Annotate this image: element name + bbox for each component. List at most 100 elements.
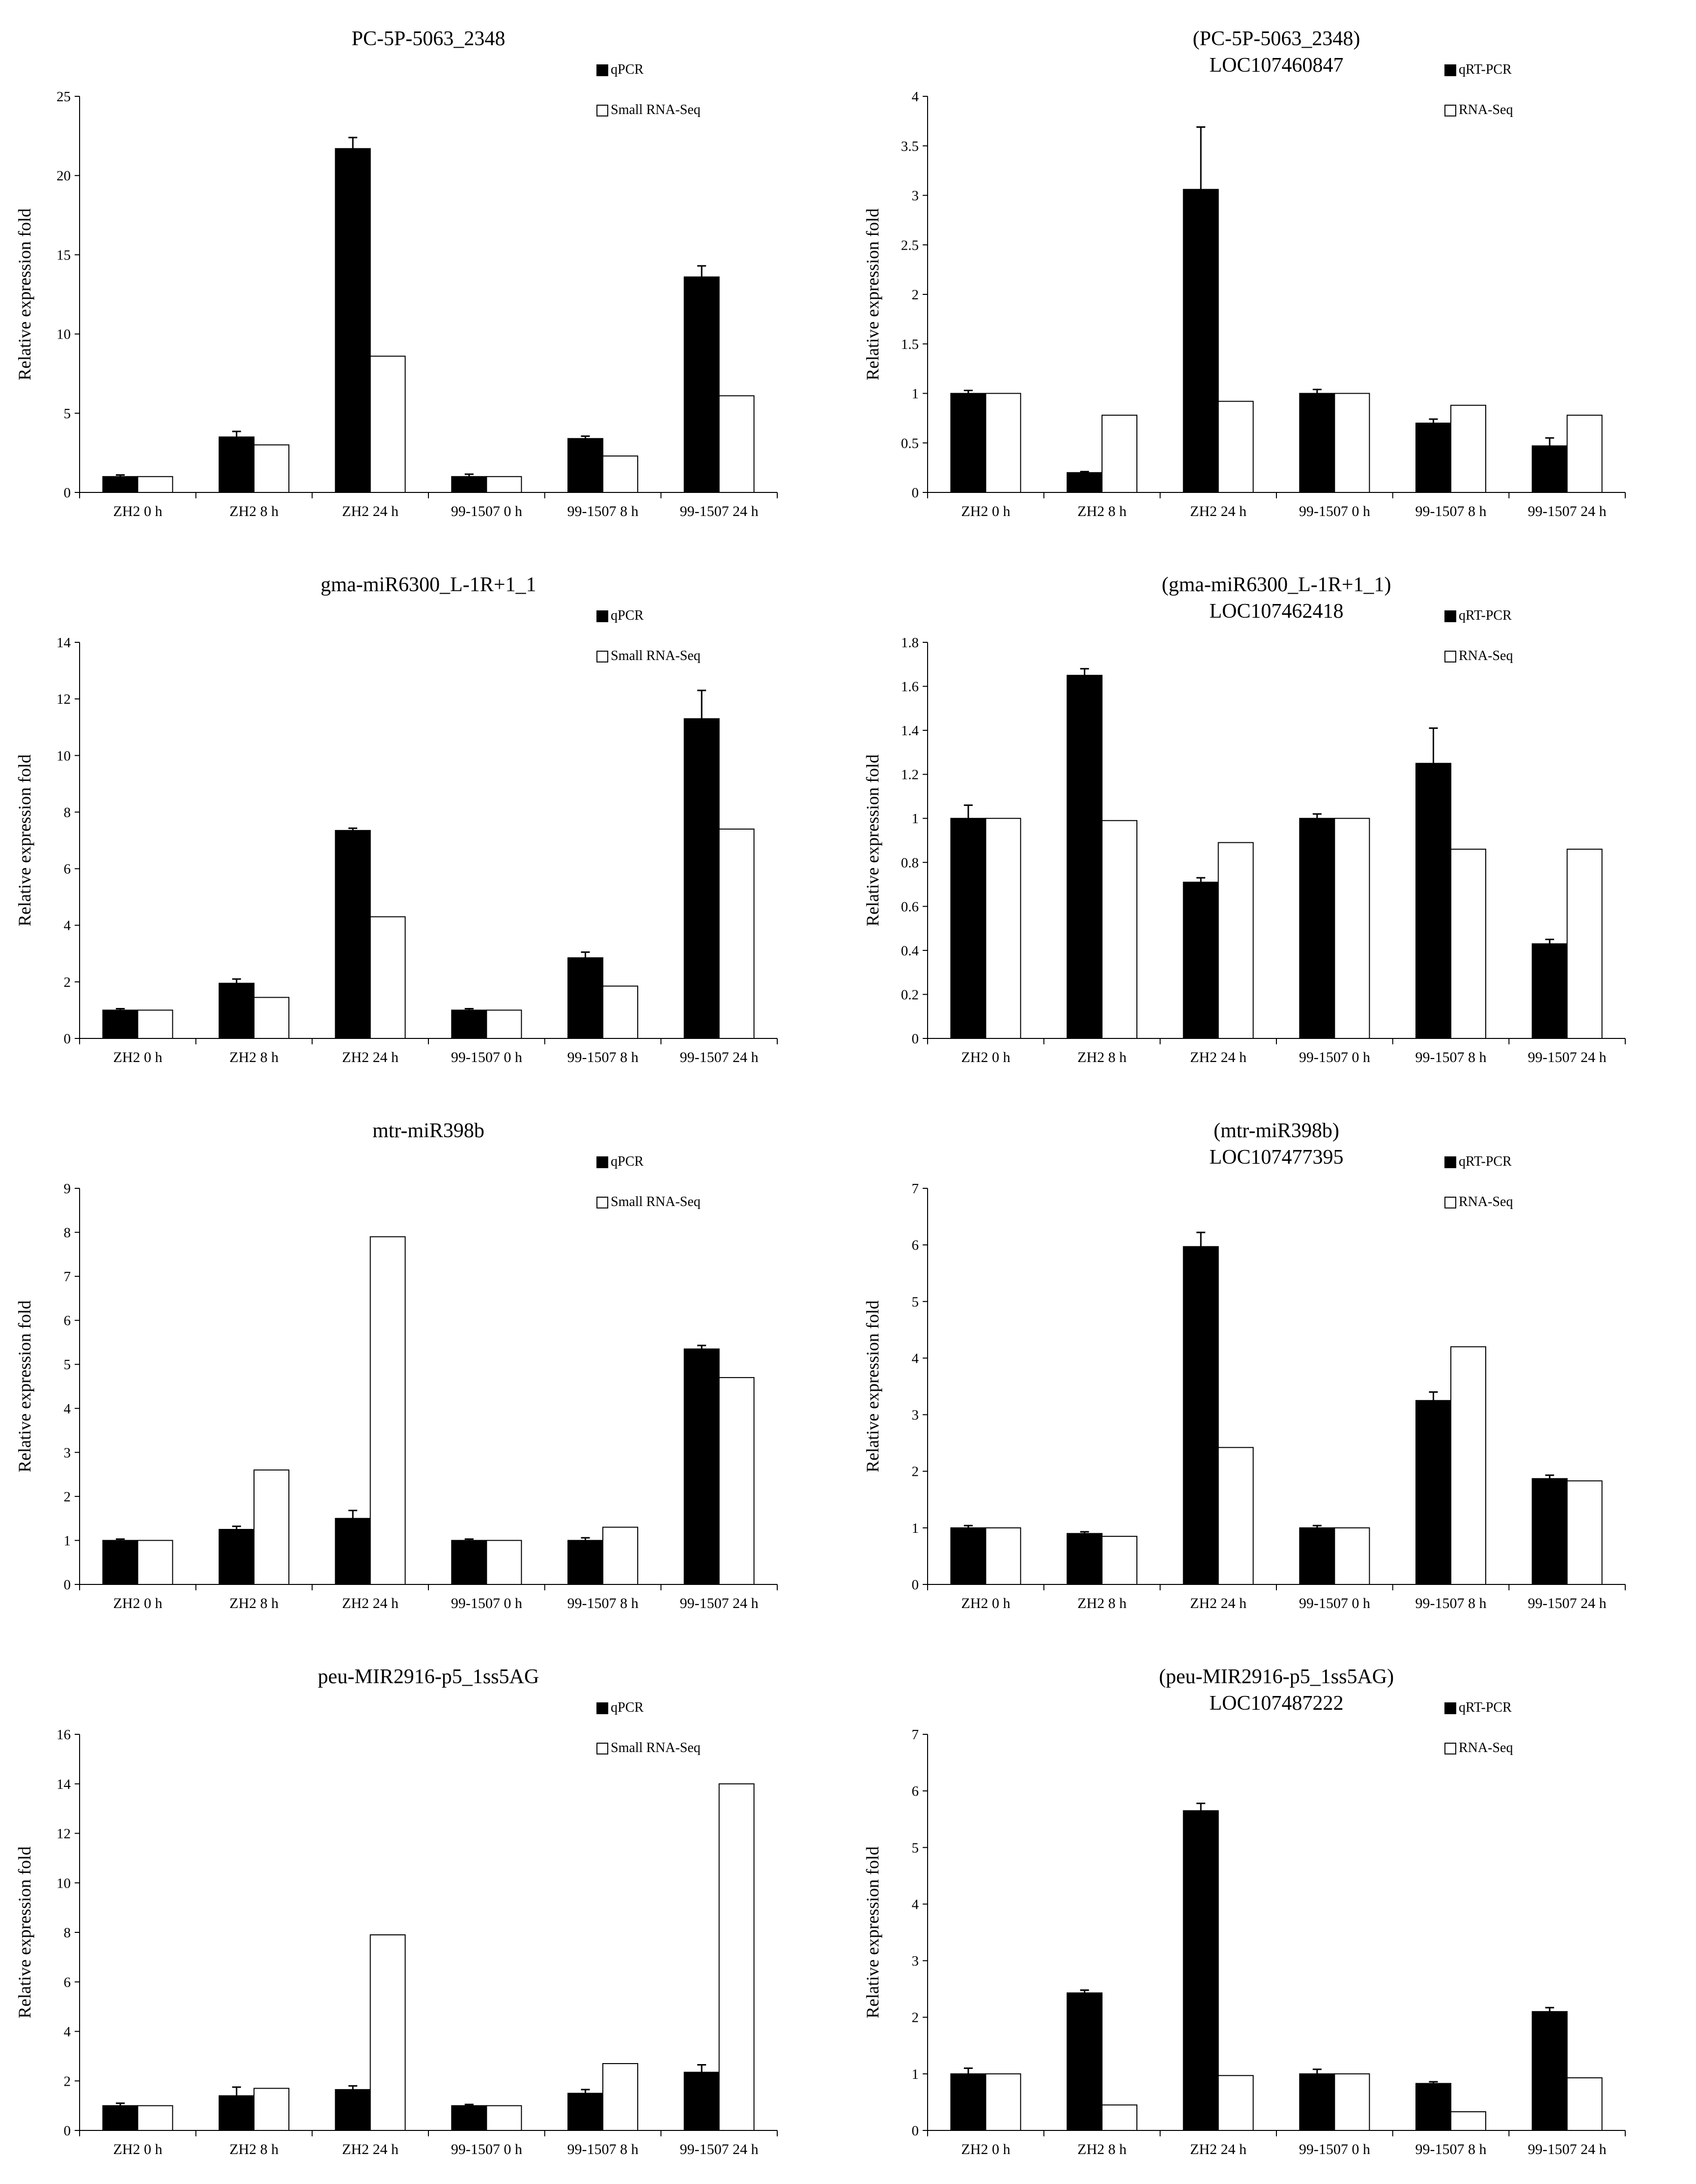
chart-3-legend-swatch-2: [596, 651, 608, 662]
chart-1-bar-series1-4: [451, 476, 487, 493]
chart-8-y-tick-label-3: 3: [912, 1954, 919, 1969]
chart-8-bar-series2-3: [1217, 2075, 1254, 2131]
chart-1-bar-series2-5: [602, 455, 638, 493]
chart-8-bar-series2-5: [1450, 2111, 1486, 2131]
chart-4-y-tick-label-6: 1.2: [901, 767, 919, 783]
chart-4-bar-series1-4: [1299, 818, 1335, 1039]
chart-5-y-tick-label-0: 0: [64, 1577, 71, 1593]
chart-6-y-tick-label-3: 3: [912, 1408, 919, 1423]
chart-7-bar-series1-4: [451, 2105, 487, 2131]
chart-4-bar-series2-1: [985, 818, 1021, 1039]
chart-8-legend-swatch-2: [1444, 1743, 1456, 1754]
chart-4-bar-series2-5: [1450, 848, 1486, 1039]
chart-2-y-tick-label-1: 0.5: [901, 435, 919, 451]
chart-1-x-tick-label-1: ZH2 0 h: [113, 503, 162, 519]
chart-2-title-line-2: LOC107460847: [1210, 54, 1344, 77]
chart-8-y-tick-label-5: 5: [912, 1840, 919, 1856]
chart-3: gma-miR6300_L-1R+1_1 qPCR Small RNA-Seq 0 2 4…: [15, 574, 778, 1065]
chart-4-y-tick-label-8: 1.6: [901, 679, 919, 695]
chart-4-bar-series2-6: [1566, 848, 1603, 1039]
chart-2-bar-series2-6: [1566, 414, 1603, 493]
chart-7-bar-series1-1: [102, 2105, 139, 2131]
chart-7-bar-series1-5: [567, 2093, 603, 2131]
chart-1-y-tick-label-0: 0: [64, 485, 71, 501]
chart-6-x-tick-label-4: 99-1507 0 h: [1299, 1595, 1370, 1611]
chart-8-y-tick-label-2: 2: [912, 2010, 919, 2026]
chart-6-bar-series2-1: [985, 1527, 1021, 1585]
chart-5-x-tick-label-3: ZH2 24 h: [342, 1595, 398, 1611]
chart-8-bar-series1-4: [1299, 2073, 1335, 2131]
chart-5-x-tick-label-2: ZH2 8 h: [229, 1595, 279, 1611]
chart-2-x-tick-label-4: 99-1507 0 h: [1299, 503, 1370, 519]
chart-1-x-tick-label-4: 99-1507 0 h: [451, 503, 522, 519]
chart-3-y-tick-label-5: 10: [57, 748, 71, 764]
chart-5-x-tick-label-5: 99-1507 8 h: [567, 1595, 639, 1611]
chart-4-bar-series1-3: [1183, 882, 1219, 1039]
chart-8-x-tick-label-6: 99-1507 24 h: [1528, 2141, 1607, 2157]
chart-3-y-axis-label: Relative expression fold: [15, 754, 34, 926]
chart-1-legend-label-2: Small RNA-Seq: [611, 102, 701, 117]
chart-5-bar-series2-2: [254, 1469, 289, 1585]
chart-5-legend-swatch-2: [596, 1197, 608, 1208]
chart-1: PC-5P-5063_2348 qPCR Small RNA-Seq 0 5 10 15 20…: [15, 28, 778, 519]
chart-7-y-tick-label-5: 10: [57, 1875, 71, 1891]
chart-4-x-tick-label-1: ZH2 0 h: [961, 1049, 1010, 1065]
chart-4-title-line-2: LOC107462418: [1210, 600, 1344, 623]
chart-7-bar-series2-5: [602, 2063, 638, 2131]
chart-6-y-axis-label: Relative expression fold: [863, 1300, 882, 1472]
chart-2-y-axis-label: Relative expression fold: [863, 208, 882, 380]
chart-8-bar-series2-6: [1566, 2077, 1603, 2131]
chart-6-legend-label-2: RNA-Seq: [1459, 1194, 1513, 1209]
chart-3-bar-series2-1: [137, 1009, 173, 1039]
chart-8-y-tick-label-4: 4: [912, 1897, 919, 1912]
chart-7-legend-label-2: Small RNA-Seq: [611, 1740, 701, 1755]
chart-3-bar-series1-5: [567, 957, 603, 1039]
chart-5-bar-series1-3: [335, 1518, 371, 1585]
chart-5-bar-series1-1: [102, 1540, 139, 1585]
chart-2-x-tick-label-2: ZH2 8 h: [1077, 503, 1127, 519]
chart-1-x-tick-label-6: 99-1507 24 h: [680, 503, 759, 519]
chart-2-bar-series1-4: [1299, 393, 1335, 493]
chart-8-x-tick-label-5: 99-1507 8 h: [1415, 2141, 1487, 2157]
chart-1-legend-label-1: qPCR: [611, 62, 644, 77]
chart-8-y-tick-label-1: 1: [912, 2067, 919, 2082]
chart-1-x-tick-label-3: ZH2 24 h: [342, 503, 398, 519]
chart-4-y-tick-label-3: 0.6: [901, 899, 919, 915]
chart-1-bar-series1-3: [335, 148, 371, 493]
chart-5-legend-swatch-1: [596, 1156, 608, 1168]
chart-7-x-tick-label-5: 99-1507 8 h: [567, 2141, 639, 2157]
chart-8-legend-swatch-1: [1444, 1702, 1456, 1714]
chart-3-x-tick-label-3: ZH2 24 h: [342, 1049, 398, 1065]
chart-3-x-tick-label-5: 99-1507 8 h: [567, 1049, 639, 1065]
chart-1-bar-series2-3: [369, 355, 406, 493]
chart-6-bar-series1-4: [1299, 1527, 1335, 1585]
chart-7-y-tick-label-2: 4: [64, 2024, 71, 2040]
chart-8-bar-series1-2: [1067, 1992, 1102, 2131]
chart-4: (gma-miR6300_L-1R+1_1) LOC107462418 qRT-PC…: [863, 574, 1626, 1065]
chart-2-y-tick-label-3: 1.5: [901, 337, 919, 352]
chart-7-y-tick-label-1: 2: [64, 2073, 71, 2089]
chart-1-y-tick-label-4: 20: [57, 168, 71, 184]
chart-2-bar-series2-1: [985, 393, 1021, 493]
chart-7-bar-series2-1: [137, 2105, 173, 2131]
chart-8-title-line-2: LOC107487222: [1210, 1692, 1344, 1715]
chart-4-y-tick-label-0: 0: [912, 1031, 919, 1047]
chart-7-legend-label-1: qPCR: [611, 1700, 644, 1715]
chart-8-bar-series2-4: [1334, 2073, 1370, 2131]
chart-4-y-axis-label: Relative expression fold: [863, 754, 882, 926]
chart-6-y-tick-label-0: 0: [912, 1577, 919, 1593]
chart-5-bar-series1-5: [567, 1540, 603, 1585]
chart-4-bar-series2-4: [1334, 818, 1370, 1039]
chart-5-legend-label-1: qPCR: [611, 1154, 644, 1169]
chart-2-y-tick-label-7: 3.5: [901, 139, 919, 154]
chart-4-bar-series2-3: [1217, 842, 1254, 1039]
chart-5-y-tick-label-8: 8: [64, 1225, 71, 1241]
chart-8-legend-label-2: RNA-Seq: [1459, 1740, 1513, 1755]
chart-8-y-axis-label: Relative expression fold: [863, 1846, 882, 2018]
chart-2-bar-series2-2: [1102, 414, 1137, 493]
chart-1-y-tick-label-3: 15: [57, 247, 71, 263]
chart-1-bar-series2-2: [254, 444, 289, 493]
chart-2-y-tick-label-8: 4: [912, 89, 919, 105]
chart-4-x-tick-label-2: ZH2 8 h: [1077, 1049, 1127, 1065]
chart-1-bar-series1-1: [102, 476, 139, 493]
